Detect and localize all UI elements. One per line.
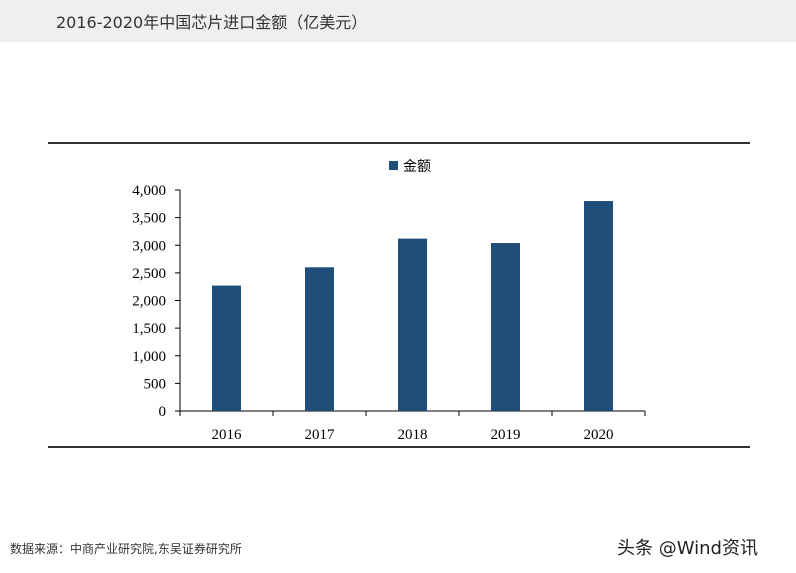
legend-swatch [389,161,398,170]
y-tick-label: 2,000 [132,294,166,310]
y-tick-label: 1,500 [132,321,166,337]
x-tick-label: 2019 [491,427,521,443]
y-tick-label: 3,000 [132,238,166,254]
legend-label: 金额 [403,159,431,175]
bar-2018 [398,238,427,411]
page-title: 2016-2020年中国芯片进口金额（亿美元） [56,13,368,32]
bottom-rule [48,446,750,448]
bars [212,201,613,411]
x-tick-label: 2017 [305,427,336,443]
x-tick-label: 2020 [584,427,614,443]
y-tick-label: 3,500 [132,211,166,227]
y-tick-label: 2,500 [132,266,166,282]
top-rule [48,142,750,144]
x-axis: 2016 2017 2018 2019 2020 [179,410,646,443]
y-tick-label: 1,000 [132,349,166,365]
source-note: 数据来源：中商产业研究院,东吴证券研究所 [10,542,242,556]
bar-2020 [584,201,613,411]
y-tick-label: 500 [144,376,167,392]
bar-2019 [491,243,520,411]
x-tick-label: 2018 [398,427,428,443]
watermark: 头条 @Wind资讯 [617,538,758,559]
header-bar: 2016-2020年中国芯片进口金额（亿美元） [0,0,796,42]
bar-2016 [212,285,241,411]
y-tick-label: 0 [159,404,167,420]
y-tick-label: 4,000 [132,183,166,199]
bar-2017 [305,267,334,411]
legend: 金额 [389,159,431,175]
y-axis: 0 500 1,000 1,500 2,000 2,500 3,000 3,500 4,000 [132,183,181,420]
x-tick-label: 2016 [212,427,243,443]
